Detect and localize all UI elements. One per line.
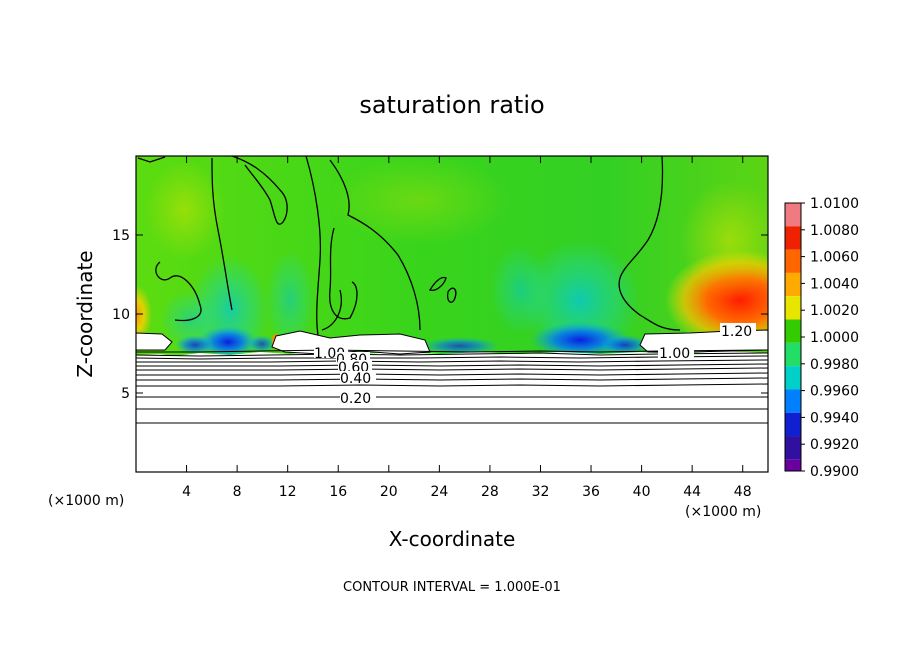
x-tick-label: 8	[233, 484, 242, 500]
colorbar-swatch	[785, 389, 801, 413]
x-tick-label: 24	[430, 484, 448, 500]
colorbar-swatch	[785, 459, 801, 471]
y-tick-label: 10	[112, 307, 130, 323]
contour-label: 0.20	[340, 391, 371, 407]
colorbar-tick-label: 0.9960	[810, 384, 859, 400]
colorbar-tick-label: 1.0000	[810, 330, 859, 346]
y-tick-label: 15	[112, 228, 130, 244]
chart-title: saturation ratio	[359, 91, 544, 119]
colorbar-tick-label: 1.0060	[810, 250, 859, 266]
colorbar-tick-label: 1.0020	[810, 303, 859, 319]
contour-label: 0.40	[340, 371, 371, 387]
colorbar-swatch	[785, 203, 801, 227]
x-unit-label-left: (×1000 m)	[48, 493, 124, 509]
colorbar-tick-label: 0.9980	[810, 357, 859, 373]
colorbar-swatch	[785, 249, 801, 273]
colorbar-tick-label: 1.0100	[810, 196, 859, 212]
y-tick-label: 5	[121, 386, 130, 402]
heatmap-field	[136, 156, 768, 472]
x-unit-label-right: (×1000 m)	[685, 504, 761, 520]
colorbar-swatch	[785, 412, 801, 437]
x-tick-label: 36	[582, 484, 600, 500]
x-tick-label: 20	[380, 484, 398, 500]
colorbar-tick-label: 1.0040	[810, 276, 859, 292]
x-axis-label: X-coordinate	[389, 527, 516, 551]
x-tick-label: 48	[734, 484, 752, 500]
contour-labels: 1.20 1.00 1.00 0.80 0.60 0.40 0.20	[314, 323, 756, 407]
x-tick-label: 16	[329, 484, 347, 500]
colorbar-tick-label: 0.9920	[810, 437, 859, 453]
x-tick-label: 28	[481, 484, 499, 500]
x-tick-label: 40	[633, 484, 651, 500]
x-tick-label: 12	[279, 484, 297, 500]
colorbar-swatch	[785, 366, 801, 390]
x-tick-label: 44	[683, 484, 701, 500]
contour-interval-note: CONTOUR INTERVAL = 1.000E-01	[343, 580, 561, 595]
colorbar-swatch	[785, 342, 801, 367]
colorbar-swatch	[785, 272, 801, 297]
y-axis-label: Z-coordinate	[73, 250, 97, 377]
x-tick-label: 4	[182, 484, 191, 500]
colorbar-swatch	[785, 296, 801, 320]
x-tick-label: 32	[532, 484, 550, 500]
colorbar-swatch	[785, 226, 801, 250]
y-axis-ticks: 5 10 15	[112, 228, 768, 402]
colorbar: 1.0100 1.0080 1.0060 1.0040 1.0020 1.0000 0.99…	[784, 196, 859, 480]
colorbar-tick-label: 0.9940	[810, 410, 859, 426]
colorbar-swatch	[785, 436, 801, 460]
x-axis-ticks: 4 8 12 16 20 24 28 32 36 40 44 48	[182, 156, 752, 500]
contour-label: 1.20	[721, 324, 752, 340]
colorbar-swatch	[785, 319, 801, 343]
contour-label: 1.00	[659, 346, 690, 362]
colorbar-tick-label: 0.9900	[810, 464, 859, 480]
colorbar-tick-label: 1.0080	[810, 223, 859, 239]
